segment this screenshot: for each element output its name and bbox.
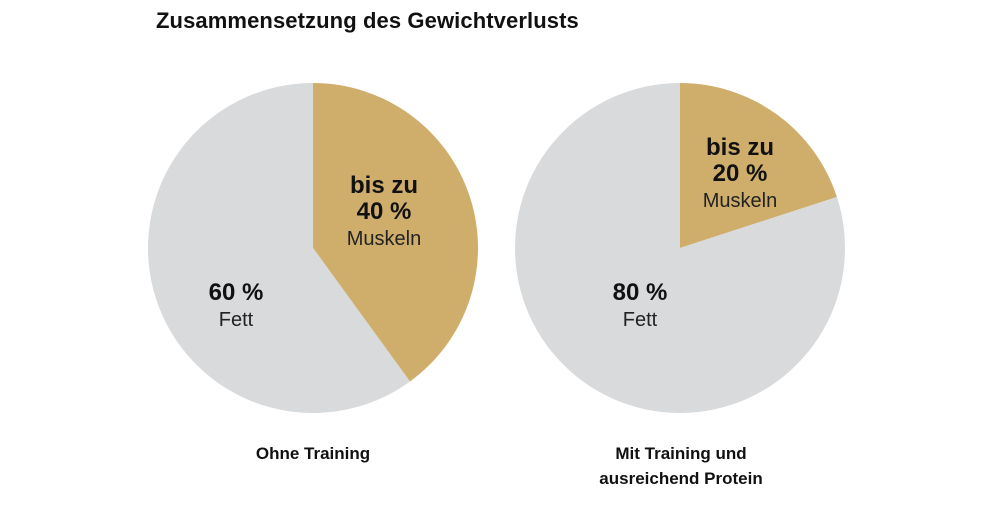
- caption-line: Mit Training und: [615, 444, 747, 463]
- slice-name-label: Muskeln: [703, 190, 777, 212]
- slice-value-label: bis zu: [350, 172, 418, 199]
- slice-value-label: bis zu: [706, 134, 774, 161]
- chart-title: Zusammensetzung des Gewichtverlusts: [156, 8, 579, 33]
- pie-caption-ohne-training: Ohne Training: [168, 441, 458, 466]
- slice-name-label: Fett: [623, 309, 658, 331]
- pie-slice-muskeln: [313, 83, 478, 382]
- caption-line: Ohne Training: [255, 444, 371, 463]
- slice-name-label: Muskeln: [347, 228, 421, 250]
- slice-value-label: 80 %: [613, 279, 668, 306]
- pie-caption-mit-training: Mit Training und ausreichend Protein: [536, 441, 826, 491]
- pie-slice-muskeln: [680, 83, 837, 248]
- slice-value-label: 40 %: [357, 198, 412, 225]
- pie-slice-fett: [147, 83, 410, 414]
- slice-name-label: Fett: [219, 309, 254, 331]
- pie-slice-fett: [515, 83, 845, 414]
- caption-line: ausreichend Protein: [599, 469, 763, 488]
- slice-value-label: 60 %: [209, 279, 264, 306]
- slice-value-label: 20 %: [713, 160, 768, 187]
